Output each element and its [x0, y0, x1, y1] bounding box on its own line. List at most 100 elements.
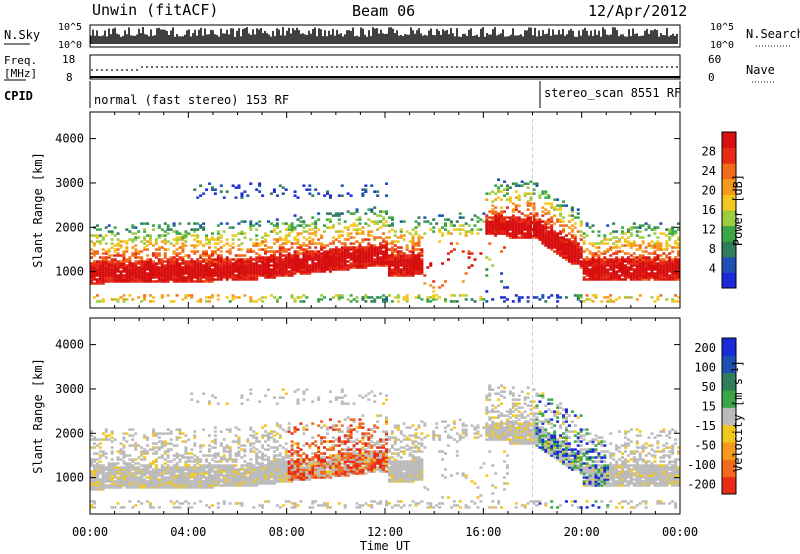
scatter-cell: [414, 260, 418, 263]
scatter-cell: [110, 276, 114, 279]
scatter-cell: [267, 480, 270, 483]
scatter-cell: [175, 236, 179, 239]
scatter-cell: [205, 458, 209, 461]
scatter-cell: [529, 202, 533, 205]
scatter-cell: [559, 244, 563, 247]
scatter-cell: [225, 482, 229, 485]
scatter-cell: [570, 224, 574, 227]
scatter-cell: [497, 224, 501, 227]
scatter-cell: [358, 262, 362, 265]
scatter-cell: [134, 466, 138, 469]
scatter-cell: [175, 262, 179, 265]
scatter-cell: [178, 264, 182, 267]
scatter-cell: [547, 222, 551, 225]
scatter-cell: [647, 258, 651, 261]
scatter-cell: [122, 482, 126, 485]
scatter-cell: [585, 260, 589, 263]
scatter-cell: [261, 474, 265, 477]
scatter-cell: [169, 468, 173, 471]
scatter-cell: [585, 258, 589, 261]
scatter-cell: [387, 262, 391, 265]
scatter-cell: [597, 270, 601, 273]
scatter-cell: [491, 208, 495, 211]
scatter-cell: [559, 224, 563, 227]
scatter-cell: [143, 468, 147, 471]
scatter-cell: [261, 436, 265, 439]
scatter-cell: [154, 280, 158, 283]
scatter-cell: [208, 258, 211, 261]
nsky-bars: [90, 27, 678, 44]
scatter-cell: [623, 232, 627, 235]
scatter-cell: [137, 296, 141, 299]
scatter-cell: [110, 482, 114, 485]
scatter-cell: [90, 434, 93, 437]
scatter-cell: [290, 258, 294, 261]
scatter-cell: [98, 484, 102, 487]
scatter-cell: [140, 480, 144, 483]
scatter-cell: [656, 248, 660, 251]
scatter-cell: [216, 464, 220, 467]
scatter-cell: [252, 266, 256, 269]
scatter-cell: [508, 228, 512, 231]
scatter-cell: [208, 238, 211, 241]
scatter-cell: [275, 238, 279, 241]
scatter-cell: [535, 232, 539, 235]
scatter-cell: [157, 234, 161, 237]
scatter-cell: [281, 272, 285, 275]
scatter-cell: [154, 460, 158, 463]
scatter-cell: [638, 246, 642, 249]
scatter-cell: [520, 236, 524, 239]
freq-tick-bottom: 8: [66, 71, 73, 84]
scatter-cell: [503, 228, 506, 231]
scatter-cell: [364, 266, 368, 269]
scatter-cell: [308, 192, 312, 195]
scatter-cell: [665, 256, 669, 259]
scatter-cell: [514, 208, 518, 211]
scatter-cell: [500, 210, 504, 213]
nave-dot: [181, 66, 183, 68]
scatter-cell: [328, 268, 332, 271]
scatter-cell: [337, 214, 341, 217]
scatter-cell: [355, 248, 359, 251]
scatter-cell: [644, 272, 648, 275]
scatter-cell: [172, 468, 176, 471]
scatter-cell: [154, 464, 158, 467]
scatter-cell: [567, 260, 571, 263]
nave-dot: [401, 66, 403, 68]
scatter-cell: [396, 240, 400, 243]
scatter-cell: [246, 440, 250, 443]
scatter-cell: [151, 260, 155, 263]
scatter-cell: [234, 270, 238, 273]
scatter-cell: [125, 274, 129, 277]
scatter-cell: [314, 264, 318, 267]
scatter-cell: [597, 278, 601, 281]
scatter-cell: [193, 472, 197, 475]
scatter-cell: [567, 250, 571, 253]
scatter-cell: [326, 190, 329, 193]
scatter-cell: [249, 272, 253, 275]
scatter-cell: [116, 484, 120, 487]
scatter-cell: [626, 228, 630, 231]
scatter-cell: [591, 258, 595, 261]
scatter-cell: [674, 272, 678, 275]
scatter-cell: [390, 270, 394, 273]
scatter-cell: [160, 262, 164, 265]
scatter-cell: [505, 192, 509, 195]
scatter-cell: [193, 252, 197, 255]
scatter-cell: [284, 238, 288, 241]
scatter-cell: [296, 260, 300, 263]
scatter-cell: [588, 272, 592, 275]
scatter-cell: [302, 252, 306, 255]
scatter-cell: [526, 222, 530, 225]
scatter-cell: [210, 466, 214, 469]
scatter-cell: [302, 222, 306, 225]
scatter-cell: [662, 266, 666, 269]
scatter-cell: [122, 474, 126, 477]
scatter-cell: [275, 268, 279, 271]
scatter-cell: [175, 272, 179, 275]
scatter-cell: [470, 232, 474, 235]
scatter-cell: [216, 470, 220, 473]
scatter-cell: [258, 464, 262, 467]
scatter-cell: [146, 258, 150, 261]
scatter-cell: [143, 484, 147, 487]
